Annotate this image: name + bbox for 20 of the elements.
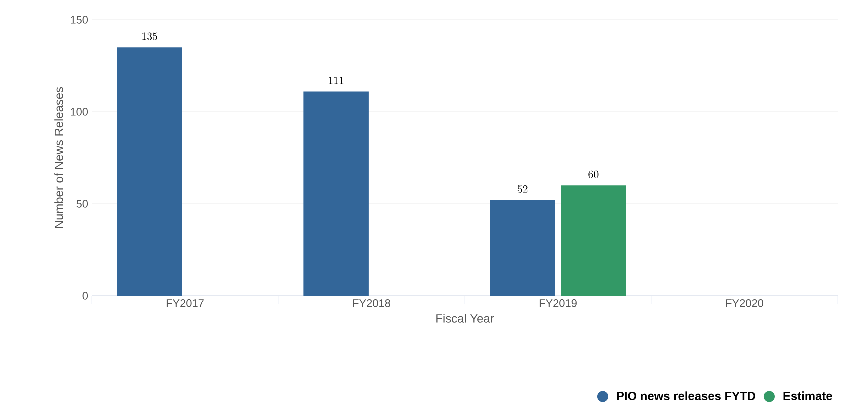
x-axis-title: Fiscal Year: [436, 314, 494, 323]
x-tick-label: FY2018: [353, 300, 390, 308]
x-tick-label: FY2019: [540, 300, 577, 308]
y-tick-label: 0: [82, 292, 88, 300]
bar: [490, 200, 556, 296]
data-label: 60: [588, 170, 599, 178]
y-tick-label: 100: [71, 108, 88, 116]
bar: [117, 48, 182, 296]
bar: [561, 186, 626, 296]
bar: [304, 92, 369, 296]
data-label: 135: [142, 32, 158, 40]
y-axis-title: Number of News Releases: [54, 87, 64, 228]
data-label: 52: [518, 186, 528, 194]
legend-label: Estimate: [784, 392, 832, 400]
x-tick-label: FY2020: [726, 300, 764, 308]
data-label: 111: [329, 76, 344, 84]
y-tick-label: 50: [76, 200, 88, 208]
x-tick-label: FY2017: [166, 300, 204, 308]
legend-label: PIO news releases FYTD: [617, 392, 756, 400]
y-tick-label: 150: [71, 16, 88, 24]
